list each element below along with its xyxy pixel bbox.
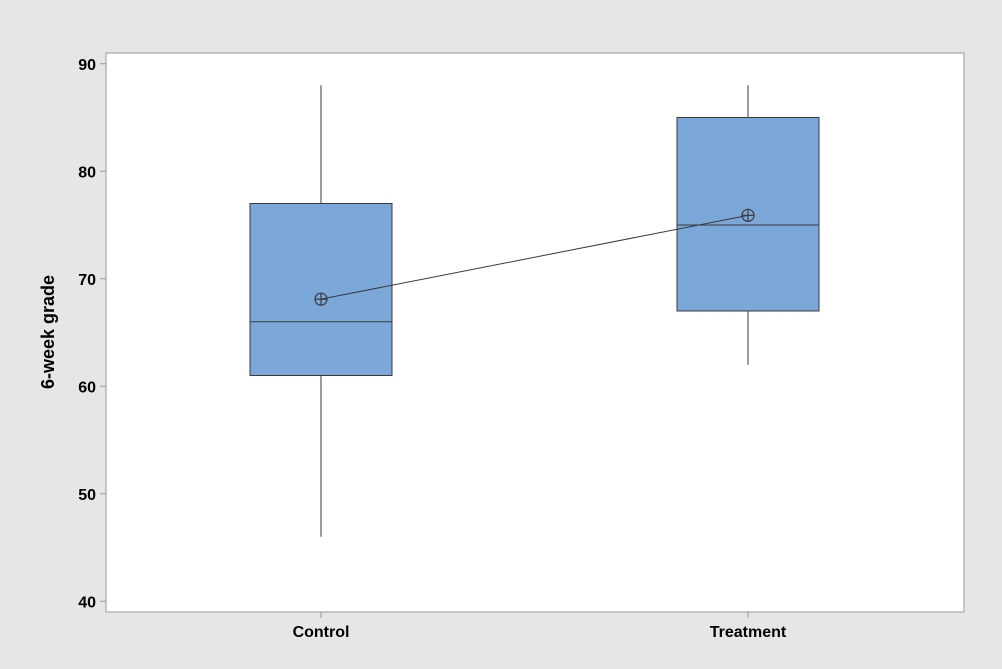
y-tick-label-70: 70: [78, 272, 96, 289]
x-axis: Control Treatment: [293, 612, 787, 641]
mean-connect-line: [320, 214, 749, 300]
y-tick-label-60: 60: [78, 379, 96, 396]
plot-area: [105, 52, 965, 613]
x-tick-label-treatment: Treatment: [710, 624, 787, 641]
y-tick-label-90: 90: [78, 57, 96, 74]
y-axis: 40 50 60 70 80 90: [78, 57, 106, 611]
treatment-mean-symbol: [741, 208, 755, 222]
y-tick-label-80: 80: [78, 164, 96, 181]
control-mean-symbol: [314, 292, 328, 306]
means-group: [314, 208, 755, 306]
y-axis-title: 6-week grade: [38, 275, 58, 389]
y-tick-label-50: 50: [78, 487, 96, 504]
y-tick-label-40: 40: [78, 594, 96, 611]
x-tick-label-control: Control: [293, 624, 350, 641]
